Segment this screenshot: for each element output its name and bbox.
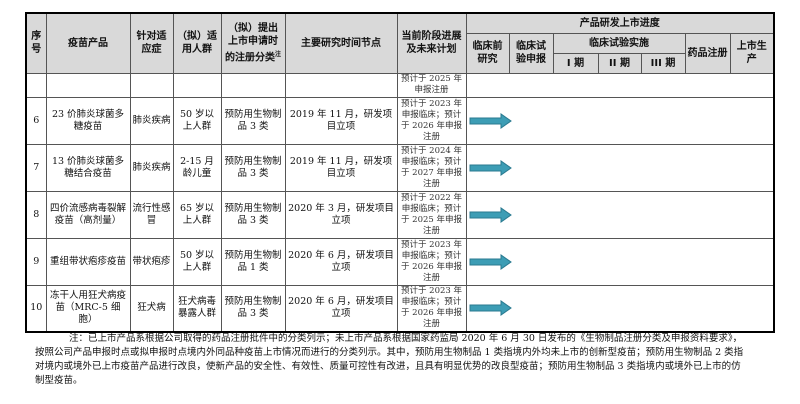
header-launch: 上市生产 [729, 32, 775, 74]
header-preclinical: 临床前研究 [465, 32, 510, 74]
footnote: 注：已上市产品系根据公司取得的药品注册批件中的分类列示；未上市产品系根据国家药监… [35, 333, 744, 386]
header-registration: （拟）提出上市申请时的注册分类注 [220, 12, 286, 74]
cell-seq: 9 [25, 237, 47, 286]
header-indication: 针对适应症 [129, 12, 174, 74]
cell-indication: 肺炎疾病 [129, 143, 174, 192]
cell-registration: 预防用生物制品 3 类 [220, 190, 286, 239]
header-approval: 药品注册 [684, 32, 731, 74]
cell-product: 四价流感病毒裂解疫苗（高剂量） [45, 190, 131, 239]
cell-product: 23 价肺炎球菌多糖疫苗 [45, 96, 131, 145]
cell-indication: 肺炎疾病 [129, 96, 174, 145]
cell-registration: 预防用生物制品 3 类 [220, 96, 286, 145]
progress-arrow-icon [469, 253, 512, 270]
cell-seq: 6 [25, 96, 47, 145]
footnote-mark: 注 [274, 51, 281, 59]
cell-indication: 狂犬病 [129, 284, 174, 333]
cell-plan: 预计于 2023 年申报临床；预计于 2026 年申报注册 [396, 237, 467, 286]
cell-indication: 流行性感冒 [129, 190, 174, 239]
cell-plan: 预计于 2022 年申报临床；预计于 2025 年申报注册 [396, 190, 467, 239]
header-product: 疫苗产品 [45, 12, 131, 74]
header-phase2: II 期 [597, 52, 642, 74]
header-plan: 当前阶段进展及未来计划 [396, 12, 467, 74]
header-progress: 产品研发上市进度 [465, 12, 775, 34]
cell-milestone: 2020 年 6 月，研发项目立项 [284, 284, 398, 333]
progress-cell [465, 190, 775, 239]
cell-indication: 带状疱疹 [129, 237, 174, 286]
cell-plan: 预计于 2025 年申报注册 [396, 72, 467, 98]
header-population: （拟）适用人群 [172, 12, 222, 74]
header-registration-text: （拟）提出上市申请时的注册分类 [224, 23, 278, 64]
header-phase3: III 期 [640, 52, 686, 74]
table-row: 10 冻干人用狂犬病疫苗（MRC-5 细胞） 狂犬病 狂犬病毒暴露人群 预防用生物制品 … [25, 284, 775, 333]
progress-arrow-icon [469, 206, 512, 223]
cell-plan: 预计于 2023 年申报临床；预计于 2026 年申报注册 [396, 96, 467, 145]
progress-cell [465, 143, 775, 192]
progress-arrow-icon [469, 300, 512, 317]
cell-population: 50 岁以上人群 [172, 96, 222, 145]
header-seq: 序号 [25, 12, 47, 74]
progress-cell [465, 237, 775, 286]
cell-product: 13 价肺炎球菌多糖结合疫苗 [45, 143, 131, 192]
cell-population: 50 岁以上人群 [172, 237, 222, 286]
cell-seq: 10 [25, 284, 47, 333]
table-row: 8 四价流感病毒裂解疫苗（高剂量） 流行性感冒 65 岁以上人群 预防用生物制品 3 类… [25, 190, 775, 239]
cell-population: 65 岁以上人群 [172, 190, 222, 239]
cell-product: 重组带状疱疹疫苗 [45, 237, 131, 286]
cell-registration: 预防用生物制品 1 类 [220, 237, 286, 286]
progress-cell [465, 284, 775, 333]
header-clinical: 临床试验实施 [552, 32, 686, 54]
table-row: 6 23 价肺炎球菌多糖疫苗 肺炎疾病 50 岁以上人群 预防用生物制品 3 类 2019… [25, 96, 775, 145]
cell-registration: 预防用生物制品 3 类 [220, 284, 286, 333]
progress-arrow-icon [469, 159, 512, 176]
cell-milestone: 2019 年 11 月，研发项目立项 [284, 96, 398, 145]
cell-product: 冻干人用狂犬病疫苗（MRC-5 细胞） [45, 284, 131, 333]
cell-milestone: 2020 年 3 月，研发项目立项 [284, 190, 398, 239]
cell-plan: 预计于 2023 年申报临床；预计于 2026 年申报注册 [396, 284, 467, 333]
cell-seq: 8 [25, 190, 47, 239]
cell-plan: 预计于 2024 年申报临床；预计于 2027 年申报注册 [396, 143, 467, 192]
vaccine-pipeline-table: 序号 疫苗产品 针对适应症 （拟）适用人群 （拟）提出上市申请时的注册分类注 主… [25, 12, 776, 333]
header-ind: 临床试验申报 [508, 32, 554, 74]
cell-milestone: 2020 年 6 月，研发项目立项 [284, 237, 398, 286]
cell-population: 狂犬病毒暴露人群 [172, 284, 222, 333]
progress-cell [465, 96, 775, 145]
progress-arrow-icon [469, 112, 512, 129]
cell-population: 2-15 月龄儿童 [172, 143, 222, 192]
table-row: 9 重组带状疱疹疫苗 带状疱疹 50 岁以上人群 预防用生物制品 1 类 2020 年 6… [25, 237, 775, 286]
cell-seq: 7 [25, 143, 47, 192]
cell-registration: 预防用生物制品 3 类 [220, 143, 286, 192]
header-phase1: I 期 [552, 52, 599, 74]
cell-milestone: 2019 年 11 月，研发项目立项 [284, 143, 398, 192]
table-row-partial: 预计于 2025 年申报注册 [25, 72, 775, 98]
header-milestone: 主要研究时间节点 [284, 12, 398, 74]
